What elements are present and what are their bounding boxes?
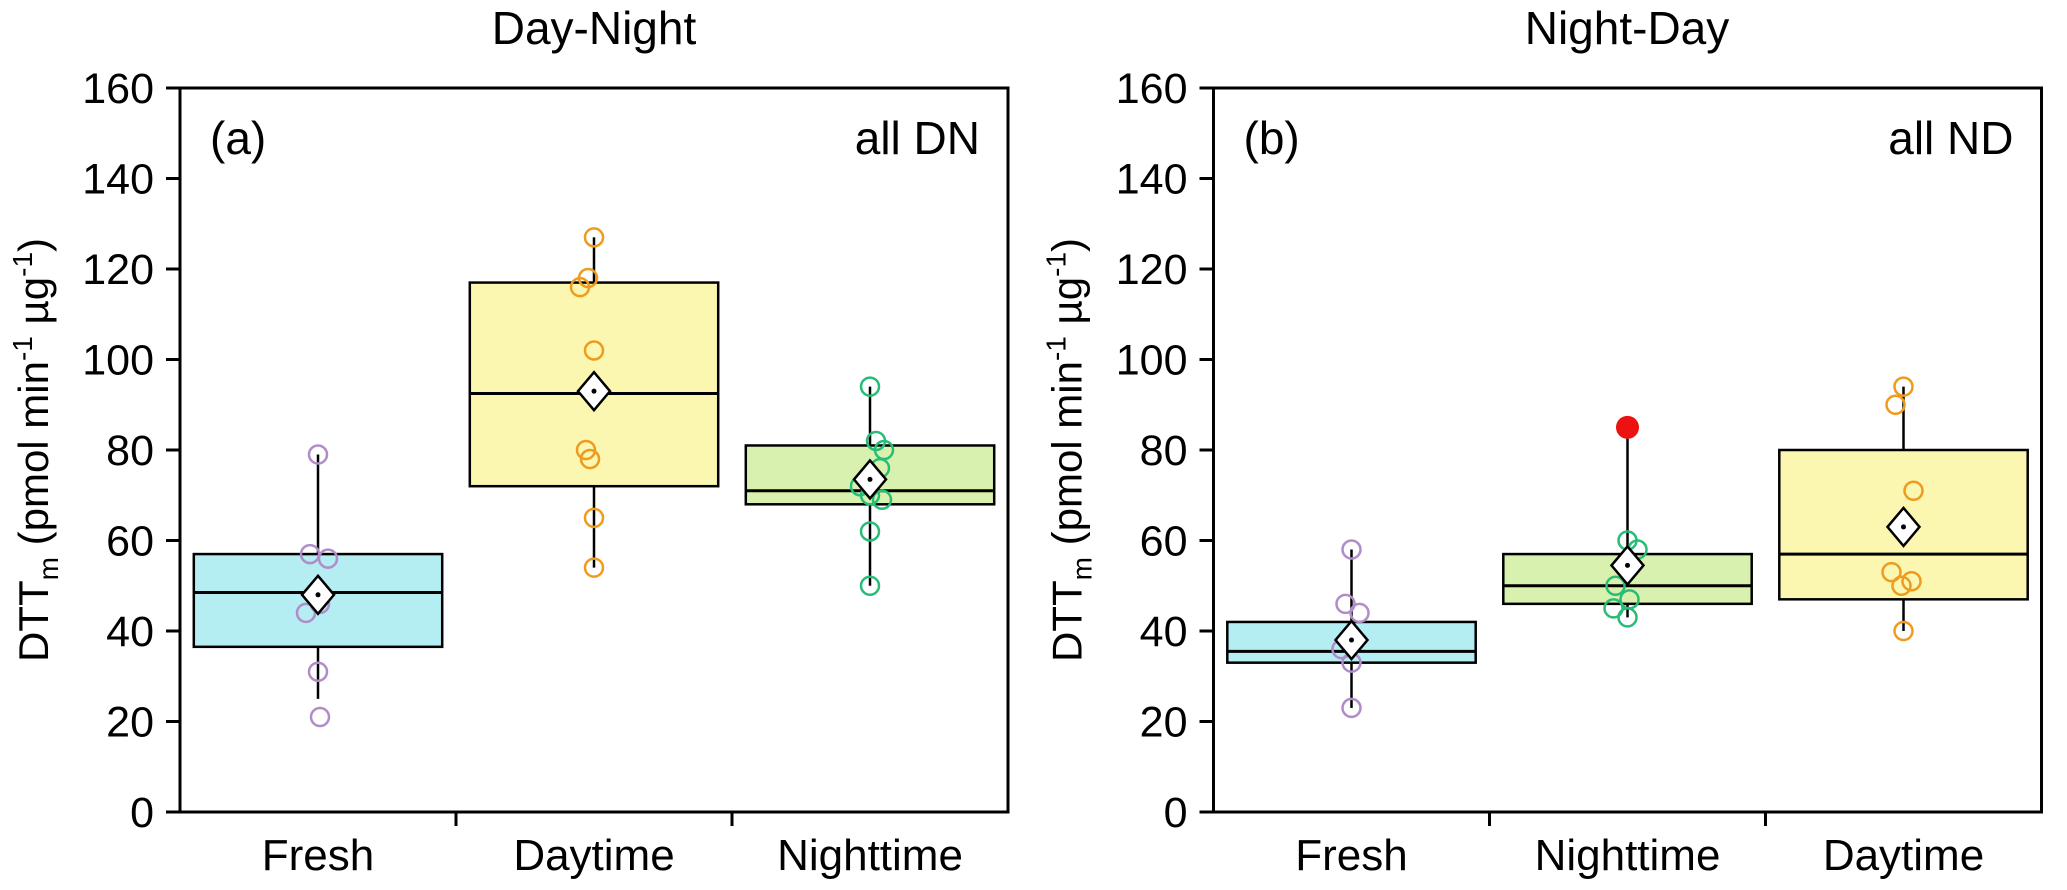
y-tick-label: 140 bbox=[82, 156, 154, 204]
panel-title-day-night: Day-Night bbox=[491, 2, 697, 54]
x-category-label: Daytime bbox=[1823, 831, 1984, 880]
mean-dot bbox=[591, 388, 597, 394]
panel-night-day: Night-Day 0 20 40 60 80 100 120 140 160 Fresh Nigh… bbox=[1033, 0, 2066, 890]
plot-border bbox=[178, 86, 1010, 814]
y-axis-label: DTTm (pmol min-1 µg-1) bbox=[7, 238, 64, 662]
data-point bbox=[309, 706, 331, 728]
data-point bbox=[1893, 376, 1914, 397]
y-tick-label: 20 bbox=[1140, 699, 1188, 747]
mean-dot bbox=[315, 592, 321, 598]
data-point bbox=[295, 602, 317, 624]
x-category-label: Fresh bbox=[262, 831, 374, 880]
y-tick-label: 80 bbox=[106, 427, 154, 475]
mean-dot bbox=[1901, 524, 1906, 530]
box-group-daytime bbox=[1778, 376, 2029, 642]
data-point bbox=[1341, 539, 1362, 560]
data-point bbox=[1891, 575, 1912, 596]
mean-dot bbox=[1349, 637, 1354, 643]
x-category-label: Daytime bbox=[513, 831, 674, 880]
data-point bbox=[583, 507, 605, 529]
data-point bbox=[871, 489, 893, 511]
data-point bbox=[1617, 607, 1638, 628]
y-tick-label: 100 bbox=[1116, 337, 1188, 385]
data-point bbox=[317, 548, 339, 569]
y-tick-label: 20 bbox=[106, 699, 154, 747]
boxplot-day-night: 0 20 40 60 80 100 120 140 160 Fresh Daytime Nightti… bbox=[7, 65, 1010, 880]
y-tick-label: 100 bbox=[82, 337, 154, 385]
data-point bbox=[859, 575, 881, 596]
plot-border bbox=[1212, 86, 2043, 814]
data-point bbox=[1335, 593, 1356, 615]
y-tick-label: 120 bbox=[1116, 246, 1188, 294]
box-group-fresh bbox=[1226, 539, 1477, 719]
panel-day-night: Day-Night 0 20 40 60 80 100 120 140 160 Fresh Dayt… bbox=[0, 0, 1033, 890]
data-point bbox=[575, 439, 597, 461]
y-tick-label: 40 bbox=[106, 608, 154, 656]
y-tick-label: 140 bbox=[1116, 156, 1188, 204]
y-tick-label: 60 bbox=[106, 518, 154, 566]
data-point bbox=[859, 376, 881, 397]
y-tick-label: 160 bbox=[1116, 65, 1188, 113]
y-tick-label: 60 bbox=[1140, 518, 1188, 566]
data-point bbox=[1903, 480, 1924, 501]
y-tick-label: 120 bbox=[82, 246, 154, 294]
y-tick-label: 0 bbox=[130, 789, 154, 837]
y-tick-label: 0 bbox=[1164, 789, 1188, 837]
outlier-point bbox=[1616, 415, 1639, 439]
panel-annotation: all ND bbox=[1888, 112, 2013, 164]
boxplot-night-day: 0 20 40 60 80 100 120 140 160 Fresh Nighttime Dayti… bbox=[1041, 65, 2043, 880]
y-axis-label: DTTm (pmol min-1 µg-1) bbox=[1041, 238, 1098, 662]
mean-dot bbox=[1625, 562, 1630, 568]
box-group-nighttime bbox=[744, 376, 996, 596]
data-point bbox=[1901, 570, 1922, 592]
data-point bbox=[579, 448, 601, 470]
x-category-label: Nighttime bbox=[1535, 831, 1721, 880]
data-point bbox=[583, 340, 605, 361]
x-category-label: Fresh bbox=[1295, 831, 1407, 880]
data-point bbox=[307, 444, 329, 465]
panel-title-night-day: Night-Day bbox=[1524, 2, 1730, 54]
panel-label: (a) bbox=[210, 112, 266, 164]
data-point bbox=[569, 276, 591, 298]
y-tick-label: 160 bbox=[82, 65, 154, 113]
data-point bbox=[583, 227, 605, 248]
box-group-nighttime bbox=[1502, 415, 1753, 628]
y-tick-label: 40 bbox=[1140, 608, 1188, 656]
box-group-fresh bbox=[192, 444, 444, 728]
data-point bbox=[859, 521, 881, 542]
panel-annotation: all DN bbox=[855, 112, 980, 164]
box-group-daytime bbox=[468, 227, 720, 578]
mean-dot bbox=[867, 476, 873, 482]
data-point bbox=[1605, 575, 1626, 596]
data-point bbox=[1349, 602, 1370, 624]
data-point bbox=[1881, 561, 1902, 583]
data-point bbox=[307, 661, 329, 682]
data-point bbox=[1341, 697, 1362, 719]
panel-label: (b) bbox=[1244, 112, 1300, 164]
x-category-label: Nighttime bbox=[777, 831, 963, 880]
data-point bbox=[1603, 598, 1624, 619]
y-tick-label: 80 bbox=[1140, 427, 1188, 475]
data-point bbox=[1893, 620, 1914, 642]
data-point bbox=[583, 557, 605, 578]
data-point bbox=[1885, 394, 1906, 415]
